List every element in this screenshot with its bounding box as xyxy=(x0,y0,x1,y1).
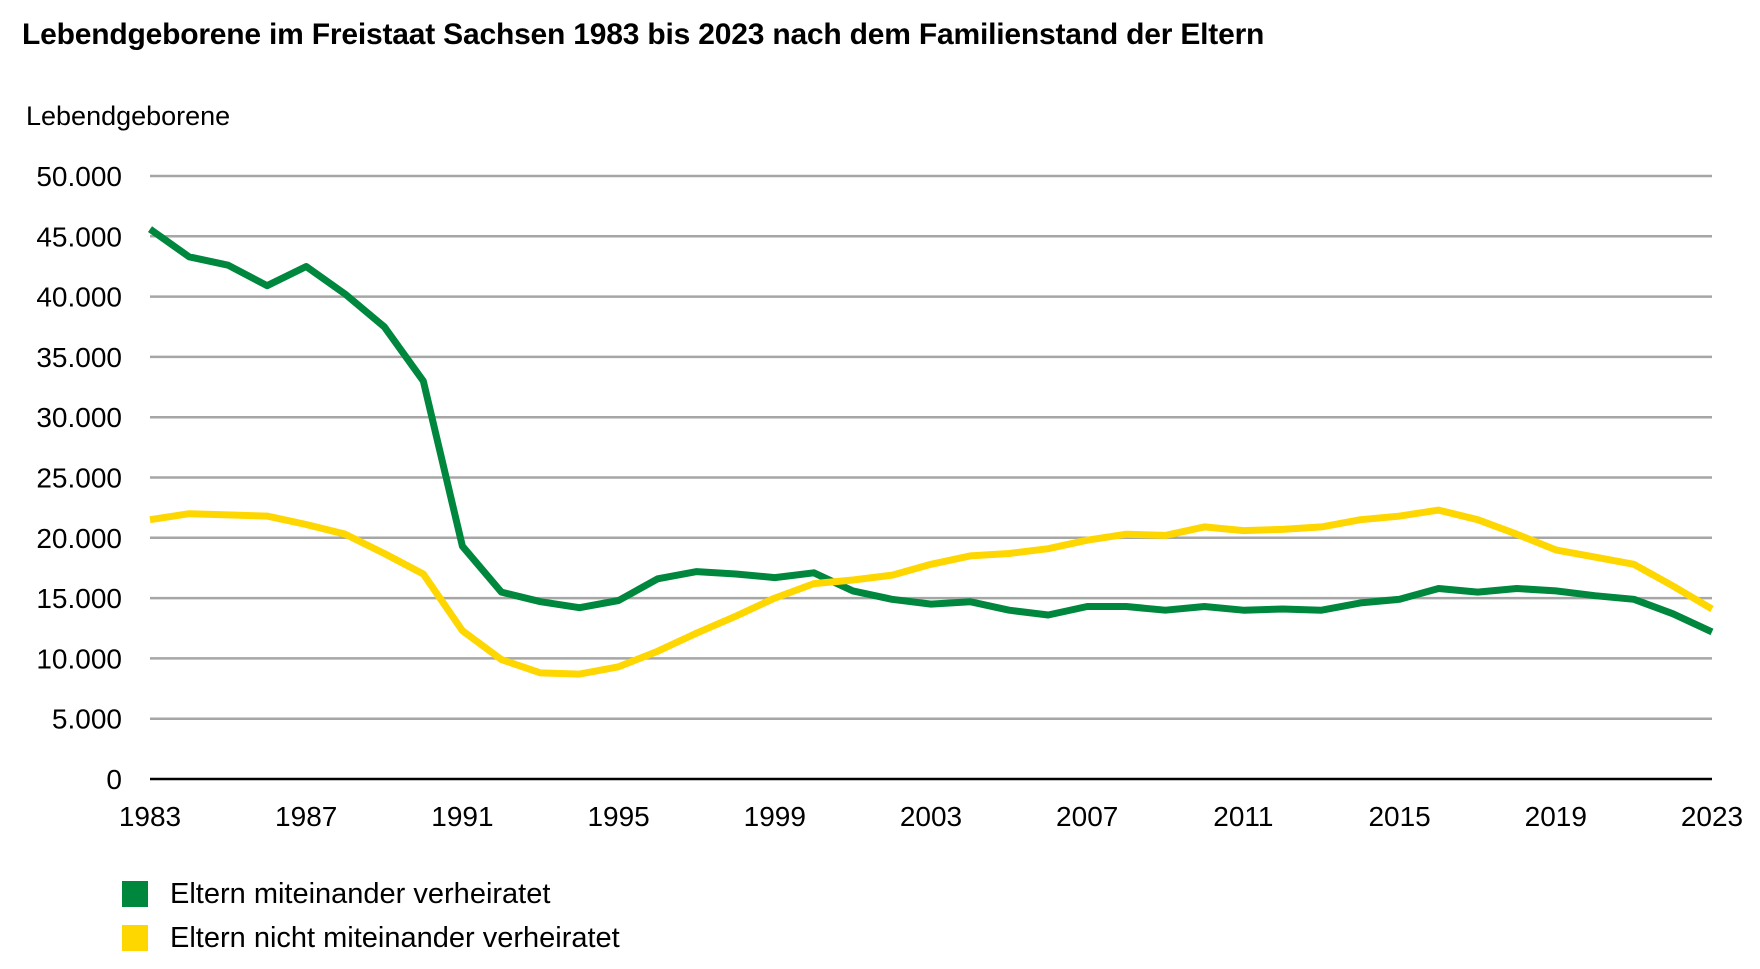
series-lines xyxy=(147,226,1714,678)
series-line-unmarried xyxy=(149,506,1714,678)
x-tick-label: 1983 xyxy=(119,801,181,832)
y-tick-labels: 0 5.000 10.000 15.000 20.000 25.000 30.000 35.0… xyxy=(36,161,122,795)
y-tick-label: 10.000 xyxy=(36,643,122,674)
x-tick-label: 1999 xyxy=(744,801,806,832)
legend: Eltern miteinander verheiratet Eltern ni… xyxy=(122,872,620,960)
legend-item-unmarried: Eltern nicht miteinander verheiratet xyxy=(122,916,620,960)
x-tick-label: 2015 xyxy=(1368,801,1430,832)
x-tick-label: 1987 xyxy=(275,801,337,832)
x-tick-label: 2007 xyxy=(1056,801,1118,832)
x-tick-label: 2023 xyxy=(1681,801,1743,832)
legend-label-unmarried: Eltern nicht miteinander verheiratet xyxy=(170,921,620,954)
y-tick-label: 30.000 xyxy=(36,402,122,433)
y-tick-label: 45.000 xyxy=(36,221,122,252)
x-tick-labels: 1983 1987 1991 1995 1999 2003 2007 2011 2015 2019… xyxy=(119,801,1743,832)
y-tick-label: 35.000 xyxy=(36,342,122,373)
legend-label-married: Eltern miteinander verheiratet xyxy=(170,877,551,910)
legend-swatch-unmarried xyxy=(122,925,148,951)
x-tick-label: 2019 xyxy=(1525,801,1587,832)
y-tick-label: 50.000 xyxy=(36,161,122,192)
y-tick-label: 15.000 xyxy=(36,583,122,614)
legend-swatch-married xyxy=(122,881,148,907)
x-tick-label: 2003 xyxy=(900,801,962,832)
y-tick-label: 20.000 xyxy=(36,523,122,554)
legend-item-married: Eltern miteinander verheiratet xyxy=(122,872,620,916)
y-axis-label: Lebendgeborene xyxy=(26,101,230,131)
x-tick-label: 1995 xyxy=(587,801,649,832)
y-tick-label: 40.000 xyxy=(36,282,122,313)
x-tick-label: 2011 xyxy=(1213,801,1273,832)
y-tick-label: 25.000 xyxy=(36,463,122,494)
chart-title: Lebendgeborene im Freistaat Sachsen 1983… xyxy=(22,18,1265,51)
x-tick-label: 1991 xyxy=(431,801,493,832)
y-tick-label: 5.000 xyxy=(52,704,122,735)
gridlines xyxy=(150,174,1712,781)
y-tick-label: 0 xyxy=(106,764,122,795)
series-line-married xyxy=(147,226,1714,636)
